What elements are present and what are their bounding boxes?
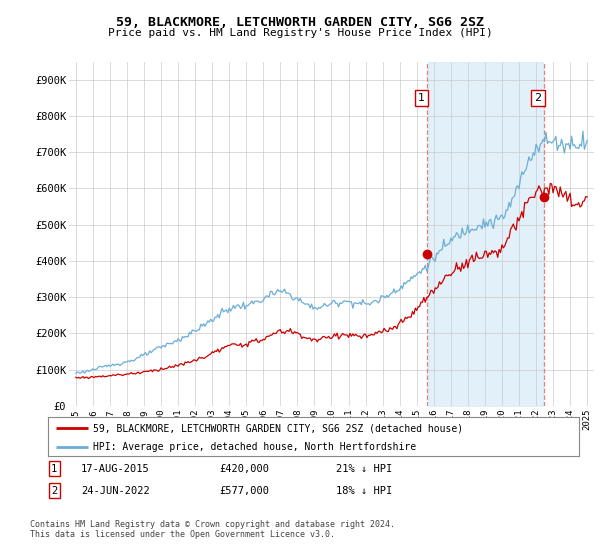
Text: Price paid vs. HM Land Registry's House Price Index (HPI): Price paid vs. HM Land Registry's House … bbox=[107, 28, 493, 38]
Text: 21% ↓ HPI: 21% ↓ HPI bbox=[336, 464, 392, 474]
Text: 17-AUG-2015: 17-AUG-2015 bbox=[81, 464, 150, 474]
Text: Contains HM Land Registry data © Crown copyright and database right 2024.
This d: Contains HM Land Registry data © Crown c… bbox=[30, 520, 395, 539]
Text: 1: 1 bbox=[51, 464, 57, 474]
Text: 18% ↓ HPI: 18% ↓ HPI bbox=[336, 486, 392, 496]
Text: 59, BLACKMORE, LETCHWORTH GARDEN CITY, SG6 2SZ: 59, BLACKMORE, LETCHWORTH GARDEN CITY, S… bbox=[116, 16, 484, 29]
Text: £577,000: £577,000 bbox=[219, 486, 269, 496]
Text: 2: 2 bbox=[535, 93, 542, 103]
Text: 24-JUN-2022: 24-JUN-2022 bbox=[81, 486, 150, 496]
Text: 2: 2 bbox=[51, 486, 57, 496]
Text: 1: 1 bbox=[418, 93, 425, 103]
Text: 59, BLACKMORE, LETCHWORTH GARDEN CITY, SG6 2SZ (detached house): 59, BLACKMORE, LETCHWORTH GARDEN CITY, S… bbox=[93, 423, 463, 433]
Text: £420,000: £420,000 bbox=[219, 464, 269, 474]
Text: HPI: Average price, detached house, North Hertfordshire: HPI: Average price, detached house, Nort… bbox=[93, 442, 416, 451]
